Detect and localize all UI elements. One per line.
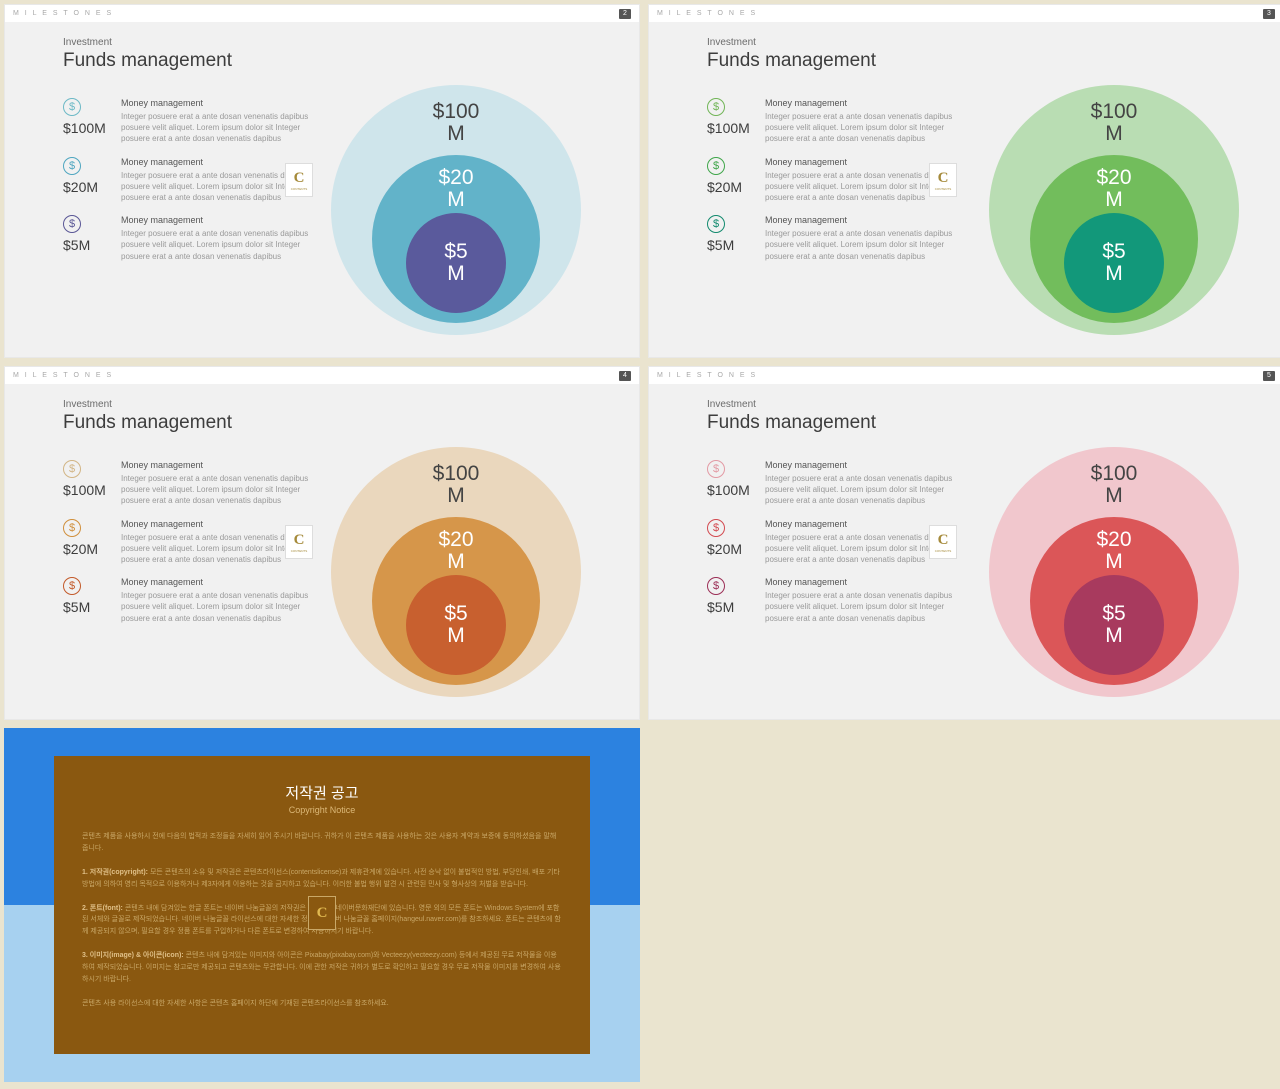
copyright-slide: 저작권 공고 Copyright Notice 콘텐츠 제품을 사용하시 전에 …	[4, 728, 640, 1082]
fund-item-desc: Integer posuere erat a ante dosan venena…	[765, 590, 972, 624]
fund-amount: $20M	[63, 179, 121, 195]
slide-title: Funds management	[63, 50, 328, 72]
page-number: 4	[619, 371, 631, 381]
fund-amount: $5M	[63, 237, 121, 253]
fund-item-desc: Integer posuere erat a ante dosan venena…	[121, 590, 328, 624]
dollar-icon: $	[63, 577, 81, 595]
fund-item-title: Money management	[121, 98, 328, 108]
dollar-icon: $	[707, 157, 725, 175]
copyright-footer: 콘텐츠 사용 라이선스에 대한 자세한 사항은 콘텐츠 홈페이지 하단에 기재된…	[82, 998, 562, 1010]
slide-title: Funds management	[707, 50, 972, 72]
page-number: 2	[619, 9, 631, 19]
fund-item-title: Money management	[765, 577, 972, 587]
fund-row: $ $5M Money management Integer posuere erat…	[707, 215, 972, 262]
fund-row: $ $100M Money management Integer posuere er…	[707, 98, 972, 145]
fund-amount: $5M	[63, 599, 121, 615]
brand-badge: CCONTENTS	[929, 525, 957, 559]
circle-inner: $5M	[406, 575, 506, 675]
circle-inner: $5M	[1064, 213, 1164, 313]
fund-row: $ $100M Money management Integer posuere er…	[63, 460, 328, 507]
copyright-subtitle: Copyright Notice	[82, 805, 562, 815]
fund-row: $ $100M Money management Integer posuere er…	[707, 460, 972, 507]
slide-subtitle: Investment	[63, 37, 328, 48]
fund-amount: $20M	[63, 541, 121, 557]
page-number: 5	[1263, 371, 1275, 381]
circle-inner: $5M	[1064, 575, 1164, 675]
fund-item-desc: Integer posuere erat a ante dosan venena…	[765, 473, 972, 507]
fund-item-desc: Integer posuere erat a ante dosan venena…	[765, 228, 972, 262]
fund-item-desc: Integer posuere erat a ante dosan venena…	[765, 111, 972, 145]
milestone-slide: M I L E S T O N E S 3 Investment Funds mana…	[648, 4, 1280, 358]
dollar-icon: $	[63, 157, 81, 175]
fund-amount: $100M	[707, 482, 765, 498]
fund-item-title: Money management	[765, 215, 972, 225]
dollar-icon: $	[63, 215, 81, 233]
copyright-title: 저작권 공고	[82, 782, 562, 803]
fund-item-title: Money management	[121, 460, 328, 470]
slide-subtitle: Investment	[63, 399, 328, 410]
dollar-icon: $	[63, 519, 81, 537]
fund-amount: $100M	[63, 482, 121, 498]
milestone-slide: M I L E S T O N E S 4 Investment Funds mana…	[4, 366, 640, 720]
fund-amount: $100M	[707, 120, 765, 136]
brand-badge: CCONTENTS	[929, 163, 957, 197]
milestones-label: M I L E S T O N E S	[657, 10, 757, 17]
dollar-icon: $	[707, 577, 725, 595]
copyright-p1: 1. 저작권(copyright): 모든 콘텐츠의 소유 및 저작권은 콘텐츠…	[82, 867, 562, 891]
dollar-icon: $	[63, 460, 81, 478]
brand-badge: C	[308, 896, 336, 930]
fund-item-title: Money management	[121, 577, 328, 587]
fund-item-title: Money management	[121, 215, 328, 225]
copyright-panel: 저작권 공고 Copyright Notice 콘텐츠 제품을 사용하시 전에 …	[54, 756, 590, 1054]
milestones-label: M I L E S T O N E S	[657, 372, 757, 379]
page-number: 3	[1263, 9, 1275, 19]
fund-row: $ $5M Money management Integer posuere erat…	[63, 577, 328, 624]
fund-amount: $20M	[707, 179, 765, 195]
circle-inner: $5M	[406, 213, 506, 313]
fund-amount: $5M	[707, 237, 765, 253]
fund-item-desc: Integer posuere erat a ante dosan venena…	[121, 228, 328, 262]
dollar-icon: $	[707, 460, 725, 478]
milestone-slide: M I L E S T O N E S 5 Investment Funds mana…	[648, 366, 1280, 720]
fund-item-desc: Integer posuere erat a ante dosan venena…	[121, 473, 328, 507]
fund-amount: $100M	[63, 120, 121, 136]
brand-badge: CCONTENTS	[285, 525, 313, 559]
slide-subtitle: Investment	[707, 399, 972, 410]
milestones-label: M I L E S T O N E S	[13, 372, 113, 379]
dollar-icon: $	[707, 215, 725, 233]
fund-amount: $20M	[707, 541, 765, 557]
fund-row: $ $100M Money management Integer posuere er…	[63, 98, 328, 145]
slide-subtitle: Investment	[707, 37, 972, 48]
milestones-label: M I L E S T O N E S	[13, 10, 113, 17]
dollar-icon: $	[707, 98, 725, 116]
brand-badge: CCONTENTS	[285, 163, 313, 197]
copyright-p3: 3. 이미지(image) & 아이콘(icon): 콘텐츠 내에 담겨있는 이…	[82, 950, 562, 986]
fund-amount: $5M	[707, 599, 765, 615]
dollar-icon: $	[63, 98, 81, 116]
fund-row: $ $5M Money management Integer posuere erat…	[707, 577, 972, 624]
slide-title: Funds management	[63, 412, 328, 434]
fund-item-title: Money management	[765, 460, 972, 470]
dollar-icon: $	[707, 519, 725, 537]
fund-item-desc: Integer posuere erat a ante dosan venena…	[121, 111, 328, 145]
copyright-intro: 콘텐츠 제품을 사용하시 전에 다음의 법적과 조정들을 자세히 읽어 주시기 …	[82, 831, 562, 855]
milestone-slide: M I L E S T O N E S 2 Investment Funds mana…	[4, 4, 640, 358]
fund-item-title: Money management	[765, 98, 972, 108]
slide-title: Funds management	[707, 412, 972, 434]
fund-row: $ $5M Money management Integer posuere erat…	[63, 215, 328, 262]
